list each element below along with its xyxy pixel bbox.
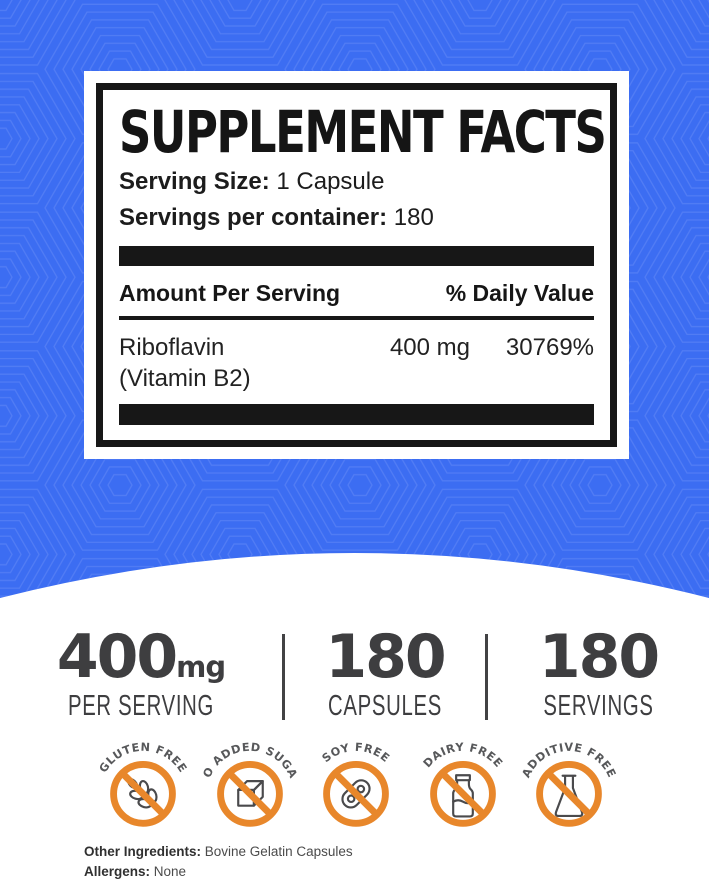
svg-text:GLUTEN FREE: GLUTEN FREE [97, 741, 190, 775]
nutrient-amount: 400 mg [389, 334, 470, 361]
stats-row: 400mg PER SERVING 180 CAPSULES 180 SERVI… [0, 626, 709, 723]
allergens-line: Allergens: None [84, 862, 353, 879]
servings-per-container-value: 180 [393, 204, 434, 231]
daily-value-header: % Daily Value [445, 280, 594, 306]
divider-rule-thin [119, 316, 594, 320]
stat-label: SERVINGS [543, 690, 654, 722]
table-header-row: Amount Per Serving % Daily Value [119, 280, 594, 307]
supplement-facts-border: SUPPLEMENT FACTS Serving Size: 1 Capsule… [96, 83, 617, 447]
badge-gluten-free: GLUTEN FREE [92, 731, 194, 845]
serving-size-label: Serving Size: [119, 168, 270, 195]
stat-value: 180 [538, 622, 660, 692]
serving-size-value: 1 Capsule [276, 168, 385, 195]
divider-bar-thick [119, 246, 594, 266]
allergens-value: None [153, 863, 187, 879]
badge-soy-free: SOY FREE [305, 731, 407, 845]
flask-icon [554, 774, 584, 818]
panel-title: SUPPLEMENT FACTS [119, 98, 607, 166]
no-slash [119, 770, 167, 818]
divider-bar-bottom [119, 404, 594, 425]
soybean-icon [341, 779, 371, 809]
footer-ingredients: Other Ingredients: Bovine Gelatin Capsul… [84, 842, 353, 879]
badge-no-added-sugar: NO ADDED SUGAR [199, 731, 301, 845]
servings-per-container-line: Servings per container: 180 [119, 200, 594, 236]
stat-label: PER SERVING [67, 690, 215, 722]
nutrient-name: Riboflavin (Vitamin B2) [119, 334, 251, 392]
supplement-facts-panel: SUPPLEMENT FACTS Serving Size: 1 Capsule… [84, 71, 629, 459]
allergens-label: Allergens: [84, 863, 151, 879]
no-slash [545, 770, 593, 818]
badge-additive-free: ADDITIVE FREE [518, 731, 620, 845]
serving-size-line: Serving Size: 1 Capsule [119, 164, 594, 200]
svg-text:ADDITIVE FREE: ADDITIVE FREE [520, 741, 619, 780]
stat-per-serving: 400mg PER SERVING [0, 626, 282, 723]
svg-text:NO ADDED SUGAR: NO ADDED SUGAR [199, 731, 300, 781]
no-ring [110, 761, 176, 827]
stat-servings: 180 SERVINGS [488, 626, 709, 723]
other-ingredients-line: Other Ingredients: Bovine Gelatin Capsul… [84, 842, 353, 862]
stats-divider [485, 634, 488, 720]
other-ingredients-value: Bovine Gelatin Capsules [204, 844, 353, 859]
no-slash [226, 770, 273, 818]
stat-label: CAPSULES [328, 690, 442, 722]
no-ring [429, 761, 496, 827]
nutrient-daily-value: 30769% [505, 334, 594, 361]
table-row: Riboflavin (Vitamin B2) 400 mg 30769% [119, 332, 594, 394]
no-ring [323, 761, 389, 827]
no-ring [216, 761, 283, 827]
servings-per-container-label: Servings per container: [119, 204, 388, 231]
other-ingredients-label: Other Ingredients: [84, 844, 202, 859]
stat-value: 180 [325, 622, 446, 692]
stats-divider [282, 634, 285, 720]
stat-value: 400mg [56, 622, 226, 692]
amount-per-serving-header: Amount Per Serving [119, 280, 341, 306]
badge-dairy-free: DAIRY FREE [412, 731, 514, 845]
stat-capsules: 180 CAPSULES [285, 626, 485, 723]
free-from-badges-row: GLUTEN FREE NO AD [92, 731, 620, 845]
no-slash [332, 770, 380, 818]
no-slash [439, 770, 486, 818]
no-ring [536, 761, 602, 827]
